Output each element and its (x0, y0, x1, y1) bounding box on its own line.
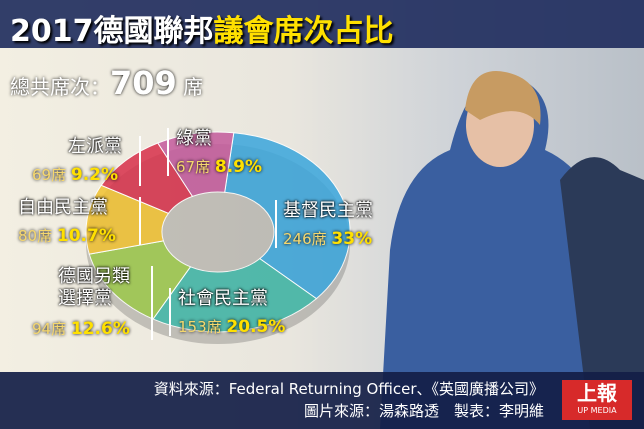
value-group: 153席 20.5% (178, 316, 285, 337)
logo-subtext: UP MEDIA (577, 406, 617, 415)
background-person (560, 157, 644, 429)
title-band (0, 0, 644, 48)
value-group: 67席 8.9% (176, 156, 262, 177)
source: 資料來源：Federal Returning Officer、《英國廣播公司》 (153, 380, 544, 398)
title-part: 2017德國聯邦 (10, 14, 214, 49)
source: 圖片來源：湯森路透 製表：李明維 (303, 402, 544, 420)
value-label: 153席 (178, 318, 222, 336)
value-label: 67席 (176, 158, 211, 176)
category-label: 社會民主黨 (178, 288, 268, 309)
value-label: 246席 (283, 230, 327, 248)
person-silhouette (380, 74, 620, 429)
slice (157, 131, 235, 198)
share-label: 10.7% (56, 226, 116, 246)
value-group: 246席 33% (283, 228, 372, 249)
footer: 資料來源：Federal Returning Officer、《英國廣播公司》 … (0, 372, 644, 429)
value-label: 80席 (18, 227, 53, 245)
share-label: 8.9% (214, 157, 263, 177)
category-label: 基督民主黨 (283, 200, 373, 221)
value-group: 69席 9.2% (32, 164, 118, 185)
slice (224, 132, 351, 300)
total-label: 總共席次： (10, 75, 110, 99)
value-label: 69席 (32, 166, 67, 184)
category-label: 綠黨 (176, 128, 212, 149)
total: 總共席次：709 席 (10, 64, 203, 102)
slice (152, 258, 318, 333)
share-label: 9.2% (70, 165, 119, 185)
hair (465, 71, 541, 125)
value-group: 94席 12.6% (32, 318, 130, 339)
total-value: 709 (110, 64, 177, 102)
donut (85, 131, 351, 344)
title: 2017德國聯邦議會席次占比 (10, 6, 394, 50)
logo-text: 上報 (577, 381, 617, 405)
title-part: 議會席次占比 (213, 14, 394, 49)
category-label: 自由民主黨 (18, 197, 108, 218)
value-label: 94席 (32, 320, 67, 338)
share-label: 20.5% (226, 317, 286, 337)
leader-lines (139, 128, 277, 340)
category-label: 德國另類選擇黨 (58, 266, 130, 309)
share-label: 33% (331, 229, 373, 249)
share-label: 12.6% (70, 319, 130, 339)
logo: 上報 UP MEDIA (562, 380, 632, 420)
total-unit: 席 (183, 75, 204, 99)
value-group: 80席 10.7% (18, 225, 116, 246)
category-label: 左派黨 (68, 136, 122, 157)
